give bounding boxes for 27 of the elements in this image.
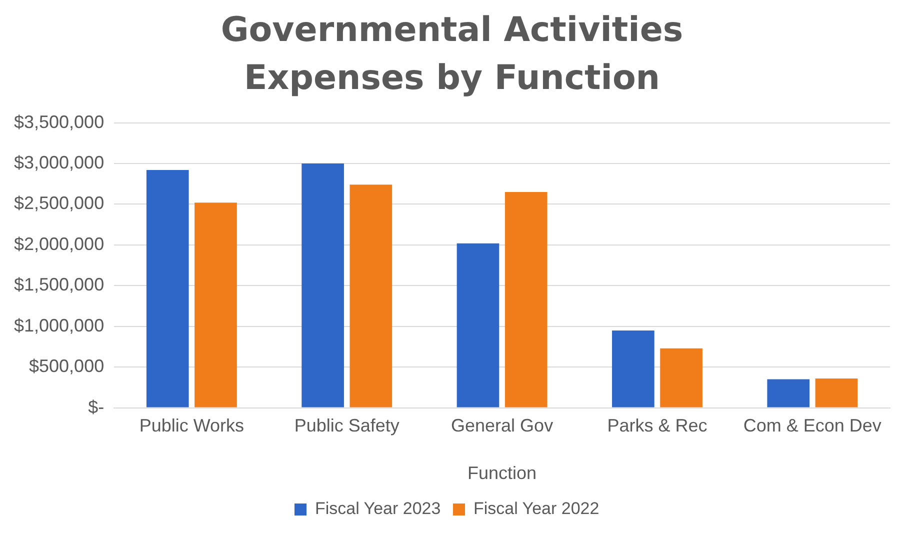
y-tick-label: $2,500,000: [14, 193, 104, 214]
y-tick-label: $-: [88, 396, 104, 417]
chart-title: Governmental Activities Expenses by Function: [220, 9, 684, 100]
bar: [146, 170, 189, 408]
y-tick-label: $500,000: [29, 356, 104, 376]
bar: [612, 330, 654, 408]
x-tick-label: Public Safety: [294, 416, 400, 436]
y-tick-label: $3,500,000: [14, 112, 104, 132]
bar: [660, 348, 702, 408]
x-tick-label: Public Works: [139, 416, 244, 436]
y-tick-label: $2,000,000: [14, 234, 104, 254]
y-tick-label: $3,000,000: [14, 152, 104, 172]
x-axis-title: Function: [468, 463, 537, 484]
y-tick-label: $1,000,000: [14, 315, 104, 336]
bar: [350, 184, 392, 408]
bar: [815, 378, 858, 408]
bar: [302, 164, 344, 408]
x-tick-label: Parks & Rec: [607, 416, 708, 436]
bar: [194, 202, 237, 408]
legend-label: Fiscal Year 2022: [474, 499, 600, 518]
y-tick-label: $1,500,000: [14, 274, 104, 295]
bar: [504, 192, 548, 408]
x-tick-label: Com & Econ Dev: [743, 416, 882, 436]
bar: [767, 379, 810, 408]
x-tick-label: General Gov: [451, 416, 554, 436]
legend-label: Fiscal Year 2023: [314, 499, 441, 518]
bar: [456, 243, 500, 408]
